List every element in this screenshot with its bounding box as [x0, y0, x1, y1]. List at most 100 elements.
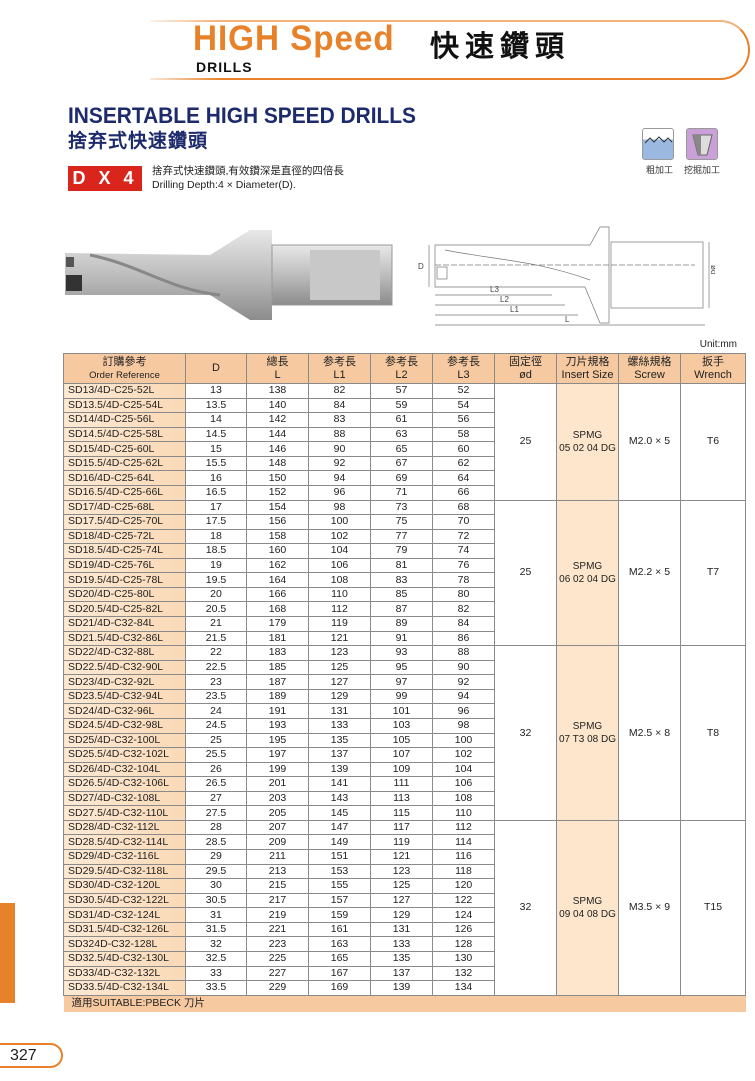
value-cell: 163 — [308, 936, 371, 952]
value-cell: 15.5 — [185, 455, 247, 472]
value-cell: 113 — [370, 790, 433, 807]
order-reference-cell: SD28.5/4D-C32-114L — [63, 834, 186, 850]
value-cell: 119 — [370, 834, 433, 850]
table-row: SD15/4D-C25-60L 15 146 90 65 60 — [63, 441, 746, 457]
header-cn: 扳手 — [702, 355, 724, 368]
value-cell: 107 — [370, 747, 433, 763]
table-row: SD24.5/4D-C32-98L 24.5 193 133 103 98 — [63, 717, 746, 734]
value-cell: 19.5 — [185, 572, 247, 588]
value-cell: 79 — [370, 543, 433, 559]
table-row: SD19.5/4D-C25-78L 19.5 164 108 83 78 — [63, 572, 746, 588]
value-cell: 28.5 — [185, 834, 247, 850]
value-cell: 153 — [308, 863, 371, 880]
insert-size-cell: SPMG 05 02 04 DG — [556, 383, 619, 501]
value-cell: 134 — [432, 980, 495, 996]
value-cell: 16 — [185, 470, 247, 486]
shank-diameter-cell-text: 25 — [519, 435, 532, 448]
value-cell: 20 — [185, 586, 247, 603]
insert-size-cell: SPMG 07 T3 08 DG — [556, 645, 619, 821]
header-en: D — [212, 362, 220, 374]
value-cell: 183 — [246, 645, 309, 661]
table-row: SD17.5/4D-C25-70L 17.5 156 100 75 70 — [63, 514, 746, 530]
value-cell: 144 — [246, 426, 309, 443]
shank-diameter-cell-text: 32 — [519, 726, 532, 739]
value-cell: 217 — [246, 892, 309, 909]
header-cn: 刀片規格 — [565, 355, 610, 368]
page-title-cn: 捨弃式快速鑽頭 — [68, 131, 209, 152]
value-cell: 108 — [432, 790, 495, 807]
value-cell: 97 — [370, 674, 433, 690]
value-cell: 116 — [432, 849, 495, 865]
value-cell: 93 — [370, 645, 433, 661]
order-reference-cell: SD23/4D-C32-92L — [63, 674, 186, 690]
depth-badge: D X 4 — [68, 166, 142, 191]
boring-icon — [686, 128, 718, 160]
value-cell: 23.5 — [185, 688, 247, 705]
screw-cell: M2.2 × 5 — [618, 499, 681, 647]
value-cell: 164 — [246, 572, 309, 588]
table-row: SD22.5/4D-C32-90L 22.5 185 125 95 90 — [63, 659, 746, 676]
value-cell: 30.5 — [185, 892, 247, 909]
column-header: 訂購參考 Order Reference — [63, 353, 186, 384]
value-cell: 100 — [432, 732, 495, 749]
side-tab — [0, 903, 15, 1003]
table-row: SD30.5/4D-C32-122L 30.5 217 157 127 122 — [63, 892, 746, 909]
value-cell: 90 — [308, 441, 371, 457]
value-cell: 88 — [432, 645, 495, 661]
value-cell: 87 — [370, 601, 433, 617]
order-reference-cell: SD28/4D-C32-112L — [63, 819, 186, 836]
value-cell: 209 — [246, 834, 309, 850]
header-cn: 訂購參考 — [102, 355, 147, 368]
order-reference-cell: SD16/4D-C25-64L — [63, 470, 186, 486]
insert-size-cell-text: SPMG — [572, 429, 603, 441]
table-row: SD15.5/4D-C25-62L 15.5 148 92 67 62 — [63, 455, 746, 472]
value-cell: 96 — [308, 484, 371, 501]
value-cell: 156 — [246, 514, 309, 530]
column-header: 固定徑 ød — [494, 353, 557, 384]
value-cell: 16.5 — [185, 484, 247, 501]
value-cell: 84 — [308, 397, 371, 414]
value-cell: 154 — [246, 499, 309, 516]
value-cell: 147 — [308, 819, 371, 836]
value-cell: 161 — [308, 921, 371, 938]
order-reference-cell: SD22/4D-C32-88L — [63, 645, 186, 661]
shank-diameter-cell: 32 — [494, 645, 557, 821]
order-reference-cell: SD15.5/4D-C25-62L — [63, 455, 186, 472]
value-cell: 229 — [246, 980, 309, 996]
description: 捨弃式快速鑽頭,有效鑽深是直徑的四倍長 Drilling Depth:4 × D… — [152, 164, 344, 192]
table-row: SD33/4D-C32-132L 33 227 167 137 132 — [63, 965, 746, 982]
value-cell: 91 — [370, 630, 433, 647]
value-cell: 133 — [308, 717, 371, 734]
label-L: L — [565, 315, 570, 324]
specification-table: 訂購參考 Order Reference D 總長 L 参考長 L1 参考長 L2 参考長 L3 固定… — [63, 353, 746, 1013]
value-cell: 128 — [432, 936, 495, 952]
label-d: ød — [709, 265, 715, 274]
value-cell: 64 — [432, 470, 495, 486]
wrench-cell-text: T15 — [703, 901, 723, 914]
value-cell: 121 — [308, 630, 371, 647]
order-reference-cell: SD25.5/4D-C32-102L — [63, 747, 186, 763]
order-reference-cell: SD17/4D-C25-68L — [63, 499, 186, 516]
value-cell: 25 — [185, 732, 247, 749]
value-cell: 92 — [432, 674, 495, 690]
insert-size-cell: SPMG 09 04 08 DG — [556, 819, 619, 996]
screw-cell: M2.0 × 5 — [618, 383, 681, 501]
value-cell: 125 — [308, 659, 371, 676]
insert-image — [66, 275, 82, 291]
insert-size-cell: SPMG 06 02 04 DG — [556, 499, 619, 647]
value-cell: 84 — [432, 616, 495, 632]
order-reference-cell: SD33.5/4D-C32-134L — [63, 980, 186, 996]
value-cell: 201 — [246, 776, 309, 792]
order-reference-cell: SD25/4D-C32-100L — [63, 732, 186, 749]
value-cell: 77 — [370, 528, 433, 545]
column-header: 螺絲規格 Screw — [618, 353, 681, 384]
value-cell: 60 — [432, 441, 495, 457]
value-cell: 129 — [370, 907, 433, 923]
value-cell: 26 — [185, 761, 247, 778]
value-cell: 83 — [370, 572, 433, 588]
value-cell: 132 — [432, 965, 495, 982]
order-reference-cell: SD32.5/4D-C32-130L — [63, 950, 186, 967]
wrench-cell: T7 — [680, 499, 746, 647]
page-number: 327 — [0, 1043, 63, 1068]
column-header: 参考長 L1 — [308, 353, 371, 384]
